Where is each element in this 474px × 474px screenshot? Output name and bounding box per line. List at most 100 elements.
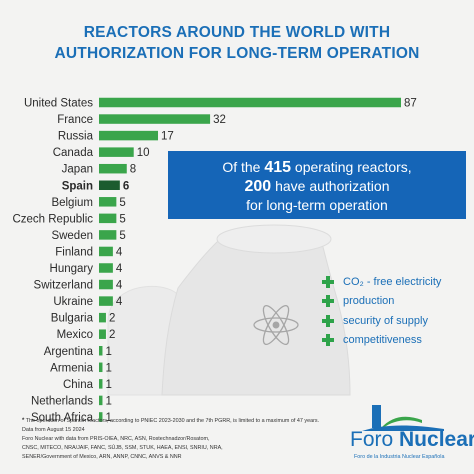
category-label: Spain: [62, 180, 93, 192]
chart-title: REACTORS AROUND THE WORLD WITH AUTHORIZA…: [0, 22, 474, 64]
logo-subtitle: Foro de la Industria Nuclear Española: [354, 454, 445, 460]
category-label: Bulgaria: [51, 313, 94, 325]
value-label: 32: [213, 114, 226, 126]
cooling-tower-illustration: [107, 224, 351, 396]
benefit-item: security of supply: [322, 311, 441, 331]
logo-name: Foro Nuclear: [350, 428, 474, 452]
bar: [99, 312, 106, 323]
info-box: Of the 415 operating reactors, 200 have …: [168, 151, 466, 219]
category-label: Finland: [55, 246, 93, 258]
value-label: 8: [130, 164, 136, 176]
value-label: 4: [116, 246, 123, 258]
benefit-label: security of supply: [343, 314, 428, 327]
info-prefix: Of the: [222, 159, 265, 175]
plus-icon: [322, 314, 334, 327]
bar: [99, 379, 103, 389]
logo-name-part-1: Foro: [350, 428, 400, 451]
bar: [99, 346, 103, 356]
footnote-date: Data from August 15 2024: [22, 427, 85, 433]
logo-name-part-2: Nuclear: [399, 428, 474, 451]
value-label: 5: [119, 230, 125, 242]
category-label: Russia: [58, 131, 94, 143]
benefit-item: CO₂ - free electricity: [322, 272, 441, 292]
category-label: Ukraine: [53, 296, 93, 308]
category-label: Czech Republic: [12, 213, 93, 225]
info-suffix: operating reactors,: [291, 159, 412, 175]
bar: [99, 97, 401, 108]
bar: [99, 246, 113, 257]
bar: [99, 114, 211, 124]
value-label: 87: [404, 98, 417, 110]
value-label: 4: [116, 296, 123, 308]
bar: [99, 180, 120, 190]
bar: [99, 163, 127, 174]
value-label: 17: [161, 131, 174, 143]
bar: [99, 230, 117, 240]
value-label: 1: [105, 379, 111, 391]
category-label: Canada: [53, 147, 94, 159]
category-label: Switzerland: [34, 280, 93, 292]
category-label: Mexico: [57, 329, 93, 341]
footnote-source-3: SENER/Government of Mexico, ARN, ANNP, C…: [22, 454, 182, 460]
authorized-reactors-number: 200: [244, 178, 272, 195]
chart-title-line-1: REACTORS AROUND THE WORLD WITH: [83, 24, 391, 41]
value-label: 1: [105, 412, 111, 424]
category-label: Hungary: [50, 263, 94, 275]
category-label: Armenia: [50, 362, 93, 374]
info-authorization-text: have authorization: [271, 178, 390, 194]
benefit-label: competitiveness: [343, 334, 422, 347]
atom-icon: [253, 304, 299, 346]
footnote-note: The operation of Spanish reactors, accor…: [25, 418, 320, 424]
value-label: 6: [123, 180, 129, 192]
bar: [99, 395, 103, 406]
bar: [99, 296, 113, 306]
category-label: China: [63, 379, 94, 391]
plus-icon: [322, 275, 334, 288]
category-label: Argentina: [44, 346, 94, 358]
value-label: 10: [137, 147, 150, 159]
value-label: 4: [116, 263, 123, 275]
info-line-2: 200 have authorization: [168, 177, 466, 196]
bar: [99, 329, 106, 339]
category-label: United States: [24, 98, 93, 110]
bar: [99, 130, 159, 141]
category-label: France: [57, 114, 93, 126]
bar: [99, 279, 113, 290]
benefits-list: CO₂ - free electricity production securi…: [322, 272, 441, 350]
value-label: 2: [109, 329, 115, 341]
plus-icon: [322, 295, 334, 308]
benefit-item: competitiveness: [322, 331, 441, 351]
category-label: Belgium: [51, 197, 93, 209]
bar: [99, 147, 134, 157]
benefit-item: production: [322, 292, 441, 312]
value-label: 2: [109, 313, 115, 325]
value-label: 1: [105, 346, 111, 358]
info-line-3: for long-term operation: [246, 197, 388, 213]
category-label: Netherlands: [31, 395, 93, 407]
value-label: 1: [105, 395, 111, 407]
bar: [99, 213, 117, 224]
category-label: Sweden: [51, 230, 93, 242]
footnote-star: *: [22, 418, 25, 424]
category-label: South Africa: [31, 412, 94, 424]
footnote-source-1: Foro Nuclear with data from PRIS-OIEA, N…: [22, 436, 210, 442]
bar: [99, 362, 103, 373]
value-label: 4: [116, 280, 123, 292]
value-label: 1: [105, 362, 111, 374]
bar: [99, 263, 113, 273]
benefit-label: production: [343, 295, 395, 308]
chart-title-line-2: AUTHORIZATION FOR LONG-TERM OPERATION: [54, 45, 420, 62]
bar: [99, 197, 117, 207]
benefit-label: CO₂ - free electricity: [343, 275, 442, 288]
value-label: 5: [119, 197, 125, 209]
foro-nuclear-logo: Foro Nuclear Foro de la Industria Nuclea…: [350, 402, 474, 464]
footnote: * The operation of Spanish reactors, acc…: [22, 417, 372, 462]
info-line-1: Of the 415 operating reactors,: [168, 151, 466, 177]
value-label: 5: [119, 213, 125, 225]
category-label: Japan: [62, 164, 93, 176]
bar: [99, 412, 103, 422]
plus-icon: [322, 334, 334, 347]
total-reactors-number: 415: [264, 159, 292, 176]
logo-mark-icon: [362, 405, 444, 431]
